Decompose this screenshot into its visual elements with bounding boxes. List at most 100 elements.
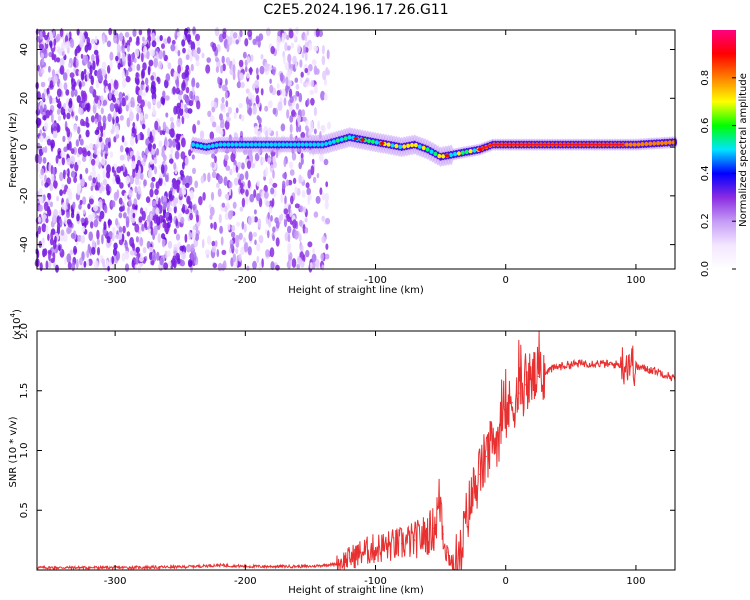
noise-cell [41,179,44,187]
snr-point [446,551,448,553]
signal-peak [556,143,560,146]
noise-cell [183,94,188,101]
signal-peak [566,143,570,146]
noise-cell [90,221,94,229]
noise-cell [141,52,144,63]
noise-cell [299,59,303,68]
x-tick-label: 0 [503,576,509,587]
noise-cell [111,166,115,173]
noise-cell [107,141,111,149]
noise-cell [91,158,96,166]
noise-cell [53,38,57,46]
noise-cell [304,34,308,42]
noise-cell [180,216,185,224]
noise-cell [125,216,130,226]
noise-cell [194,233,200,241]
noise-cell [325,67,329,75]
signal-peak [538,143,542,146]
noise-cell [307,194,312,201]
signal-core [285,142,289,147]
signal-core [437,153,442,159]
snr-point [450,559,452,562]
noise-cell [61,156,65,166]
noise-cell [238,59,244,68]
noise-cell [122,225,126,234]
noise-cell [101,258,106,265]
noise-cell [84,44,89,53]
x-tick-label: -200 [234,275,257,286]
snr-point [348,557,351,559]
noise-cell [319,153,324,162]
noise-cell [39,135,44,143]
noise-cell [113,33,118,44]
noise-cell [70,232,76,239]
noise-cell [181,115,185,125]
noise-cell [80,177,85,187]
noise-cell [288,88,293,99]
noise-cell [188,230,192,241]
noise-cell [145,86,149,93]
noise-cell [39,129,42,135]
signal-peak [621,143,625,146]
signal-core [453,151,457,157]
signal-peak [608,143,612,146]
noise-cell [267,127,272,134]
noise-cell [323,158,329,166]
noise-cell [102,34,106,45]
signal-core [226,142,231,147]
noise-cell [153,86,157,94]
noise-cell [151,91,157,101]
noise-cell [289,105,293,112]
noise-cell [311,158,315,165]
noise-cell [226,116,231,122]
noise-cell [149,212,153,221]
noise-cell [259,65,265,75]
noise-cell [48,162,52,173]
noise-cell [298,174,302,184]
noise-cell [298,92,303,103]
noise-cell [153,57,158,68]
noise-cell [167,36,171,44]
noise-cell [165,73,171,82]
noise-cell [196,214,199,223]
noise-cell [286,109,290,119]
noise-cell [288,161,294,169]
noise-cell [78,203,82,210]
snr-multiplier-close: ) [12,309,23,313]
noise-cell [157,233,161,244]
noise-cell [220,65,224,74]
noise-cell [177,57,183,67]
signal-peak [522,143,526,146]
signal-core [245,142,250,147]
noise-cell [46,208,52,216]
noise-cell [124,31,130,38]
signal-peak [590,143,594,146]
noise-cell [59,28,64,38]
noise-cell [264,105,269,112]
noise-cell [287,233,291,243]
noise-cell [141,68,146,79]
noise-cell [172,181,178,190]
noise-cell [49,95,53,105]
noise-cell [140,172,144,181]
noise-cell [42,157,47,164]
noise-cell [41,68,45,75]
noise-cell [47,260,52,269]
snr-point [492,443,494,446]
y-tick-label: 1.5 [19,383,30,399]
signal-core [343,136,348,141]
noise-cell [304,41,309,48]
noise-cell [99,136,103,143]
noise-cell [85,129,90,138]
noise-cell [87,203,91,210]
y-tick-label: 0.5 [19,502,30,518]
signal-core [288,142,293,147]
noise-cell [254,79,260,89]
noise-cell [37,225,42,235]
noise-cell [181,81,186,91]
noise-cell [39,30,43,40]
noise-cell [167,260,172,268]
snr-point [466,515,468,517]
noise-cell [59,189,63,197]
noise-cell [37,154,43,165]
